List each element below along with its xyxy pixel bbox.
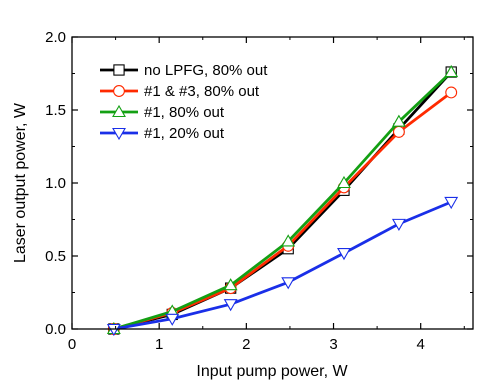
legend-marker-4 [112, 127, 126, 141]
series-2-point [392, 125, 405, 138]
series-4-point [281, 277, 296, 290]
x-tick-label: 4 [417, 336, 425, 353]
series-2-point [445, 86, 458, 99]
legend-marker-3 [112, 104, 126, 118]
y-tick-label: 1.5 [45, 102, 66, 119]
x-axis-title: Input pump power, W [196, 363, 348, 380]
series-4-point [337, 248, 351, 261]
series-4-point [165, 313, 180, 326]
y-tick-label: 2.0 [45, 29, 66, 46]
series-4-point [444, 196, 459, 210]
y-tick-label: 1.0 [45, 175, 66, 192]
y-axis: 0.0 0.5 1.0 1.5 2.0 [45, 29, 473, 338]
series-3-point [337, 175, 351, 189]
legend-label-4: #1, 20% out [144, 125, 225, 142]
legend-marker-1 [113, 64, 125, 76]
legend: no LPFG, 80% out #1 & #3, 80% out #1, 80% … [100, 62, 268, 142]
series-4 [106, 196, 459, 337]
legend-marker-2 [113, 85, 125, 97]
series-3-point [391, 114, 406, 127]
series-3-point [444, 64, 459, 78]
x-tick-label: 2 [242, 336, 250, 353]
x-axis: 0 1 2 3 4 [68, 37, 465, 353]
legend-label-2: #1 & #3, 80% out [144, 83, 260, 100]
series-4-point [391, 218, 406, 231]
x-tick-label: 0 [68, 336, 76, 353]
y-tick-label: 0.0 [45, 321, 66, 338]
legend-label-3: #1, 80% out [144, 104, 225, 121]
x-tick-label: 3 [329, 336, 337, 353]
x-tick-label: 1 [155, 336, 163, 353]
y-axis-title: Laser output power, W [12, 102, 29, 263]
series-layer [106, 64, 459, 337]
series-3-point [281, 234, 296, 247]
legend-label-1: no LPFG, 80% out [144, 62, 268, 79]
y-tick-label: 0.5 [45, 248, 66, 265]
series-4-point [223, 299, 238, 312]
series-4-point [106, 323, 121, 337]
series-3-point [223, 278, 238, 291]
